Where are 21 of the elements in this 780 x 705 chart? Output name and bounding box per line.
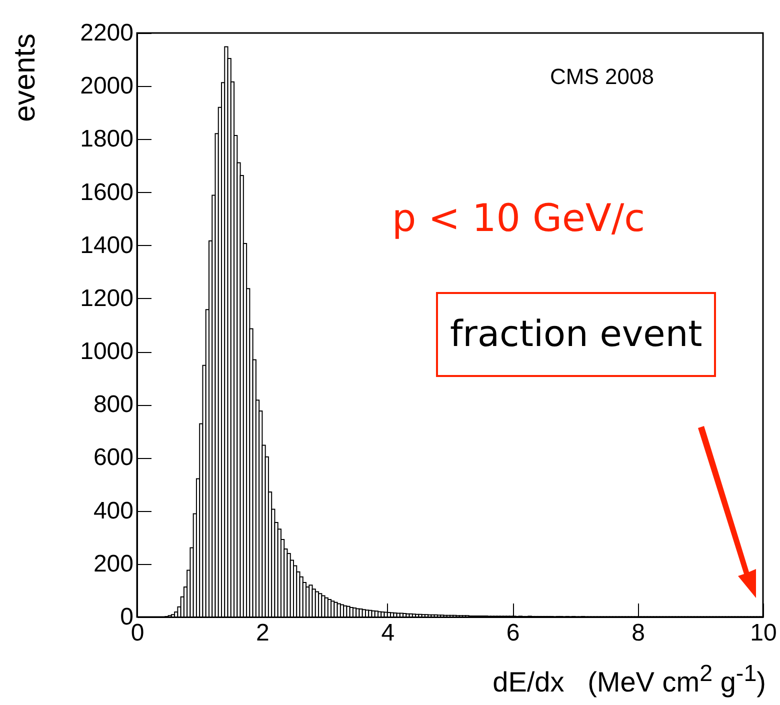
y-tick-label: 1800 xyxy=(80,126,134,153)
y-tick-label: 200 xyxy=(93,550,134,578)
annotation: fraction event xyxy=(436,292,716,377)
y-axis-title: events xyxy=(8,34,42,122)
x-tick-label: 2 xyxy=(256,620,270,646)
x-tick-label: 8 xyxy=(632,620,645,646)
y-tick-label: 800 xyxy=(93,391,134,418)
y-tick-label: 600 xyxy=(93,444,134,472)
y-tick-label: 2000 xyxy=(80,72,134,100)
x-axis-title: dE/dx (MeV cm$^{2}$ g$^{-1}$) xyxy=(492,660,766,698)
y-tick-label: 1600 xyxy=(80,178,134,206)
y-tick-label: 2200 xyxy=(80,20,134,46)
x-tick-label: 6 xyxy=(506,620,520,646)
y-tick-label: 1400 xyxy=(80,232,134,259)
y-tick-label: 1200 xyxy=(80,284,134,312)
x-tick-label: 4 xyxy=(381,620,395,646)
annotation: CMS 2008 xyxy=(550,64,654,90)
y-tick-label: 1000 xyxy=(80,338,134,366)
x-tick-label: 10 xyxy=(750,620,777,646)
y-tick-label: 400 xyxy=(93,497,134,524)
annotation: p < 10 GeV/c xyxy=(392,196,646,240)
